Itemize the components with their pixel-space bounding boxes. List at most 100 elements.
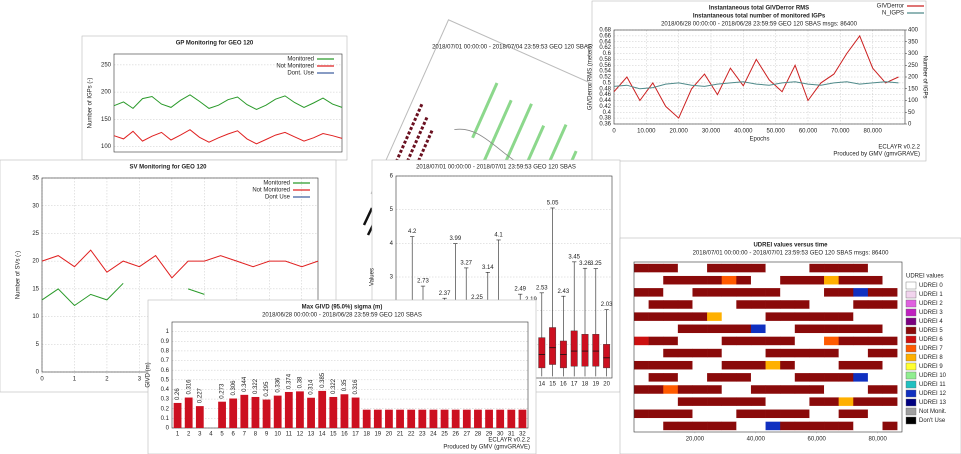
heat-cell (809, 348, 825, 358)
legend-swatch (905, 371, 917, 380)
heat-cell (648, 275, 664, 285)
heat-cell (736, 421, 752, 431)
value-label: 3.25 (590, 261, 602, 267)
heat-cell (794, 263, 810, 273)
heat-cell (824, 300, 839, 309)
heat-cell (867, 409, 883, 419)
heat-cell (809, 312, 825, 321)
legend-swatch (905, 362, 917, 371)
y-axis-label: Number of IGPs (-) (88, 78, 94, 129)
heat-cell (794, 373, 810, 382)
heat-cell (809, 385, 825, 394)
x-tick-label: 20 (386, 432, 393, 438)
heat-cell (692, 360, 708, 370)
x-tick-label: 40,000 (747, 437, 766, 443)
heat-cell (780, 373, 796, 382)
heat-cell (677, 421, 693, 431)
heat-cell (853, 263, 869, 273)
bar (440, 409, 449, 428)
heat-cell (780, 385, 796, 394)
y-tick-label: 5 (390, 207, 394, 213)
heat-cell (853, 421, 869, 431)
x-tick-label: 18 (582, 382, 589, 388)
heat-cell (692, 300, 708, 309)
heat-cell (663, 385, 679, 394)
legend-label: Monitored (263, 181, 290, 187)
bar (373, 409, 382, 428)
x-tick-label: 80,000 (868, 437, 887, 443)
y2-tick-label: 400 (908, 28, 919, 34)
bar (396, 409, 404, 428)
legend-label: UDREI 2 (919, 301, 943, 307)
heat-cell (692, 288, 708, 297)
heat-cell (809, 300, 825, 309)
heat-cell (867, 397, 883, 406)
heat-cell (838, 397, 854, 406)
x-tick-label: 40.000 (734, 129, 753, 135)
box (592, 334, 600, 367)
heat-cell (853, 360, 869, 370)
bar (418, 409, 427, 428)
heat-cell (721, 336, 737, 346)
heat-cell (882, 263, 898, 273)
heat-cell (838, 348, 854, 358)
heat-cell (692, 373, 708, 382)
y-tick-label: 200 (101, 90, 112, 96)
heat-cell (809, 373, 825, 382)
x-tick-label: 60,000 (808, 437, 827, 443)
y-tick-label: 0.8 (161, 348, 170, 354)
bar (262, 399, 271, 428)
x-tick-label: 19 (374, 432, 381, 438)
chart-title: GP Monitoring for GEO 120 (176, 41, 254, 47)
heat-cell (707, 263, 723, 273)
bar (518, 409, 527, 428)
heat-cell (765, 409, 781, 419)
heat-cell (634, 421, 649, 431)
heat-cell (838, 275, 854, 285)
heat-cell (794, 397, 810, 406)
heat-cell (765, 385, 781, 394)
heat-cell (721, 275, 737, 285)
value-label: 2.73 (417, 279, 429, 285)
heat-cell (882, 409, 898, 419)
heat-cell (882, 373, 898, 382)
heat-cell (648, 360, 664, 370)
y-axis-label: GIVDerror RMS (meters) (588, 44, 594, 110)
heat-cell (780, 336, 796, 346)
heat-cell (721, 421, 737, 431)
x-tick-label: 14 (538, 382, 545, 388)
legend-swatch (905, 299, 917, 308)
heat-cell (707, 336, 723, 346)
x-tick-label: 25 (441, 432, 448, 438)
x-tick-label: 20.000 (669, 129, 688, 135)
legend-label: Not Monitored (276, 64, 314, 70)
heat-cell (663, 360, 679, 370)
value-label: 2.03 (601, 302, 613, 308)
y-axis-label: Values (370, 268, 376, 286)
x-tick-label: 10.000 (637, 129, 656, 135)
heat-cell (677, 324, 693, 334)
legend-swatch (905, 335, 917, 344)
value-label: 2.43 (558, 289, 570, 295)
value-label: 0.306 (231, 380, 237, 396)
heat-cell (663, 336, 679, 346)
y-tick-label: 0.44 (599, 98, 611, 104)
footer-text: ECLAYR v0.2.2 (878, 145, 920, 151)
heat-cell (824, 263, 839, 273)
heat-cell (853, 324, 869, 334)
heat-cell (721, 348, 737, 358)
legend-label: UDREI 0 (919, 283, 943, 289)
x-tick-label: 30 (497, 432, 504, 438)
y-tick-label: 0.58 (599, 57, 611, 63)
heat-cell (634, 288, 649, 297)
heat-cell (648, 336, 664, 346)
heat-cell (838, 288, 854, 297)
panel-background (81, 35, 348, 161)
heat-cell (677, 300, 693, 309)
heat-cell (765, 397, 781, 406)
value-label: 0.385 (320, 372, 326, 388)
bar (195, 406, 204, 428)
panel-background (591, 0, 927, 162)
bar (507, 409, 516, 428)
chart-subtitle: 2018/06/28 00:00:00 - 2018/06/28 23:59:5… (262, 313, 422, 319)
